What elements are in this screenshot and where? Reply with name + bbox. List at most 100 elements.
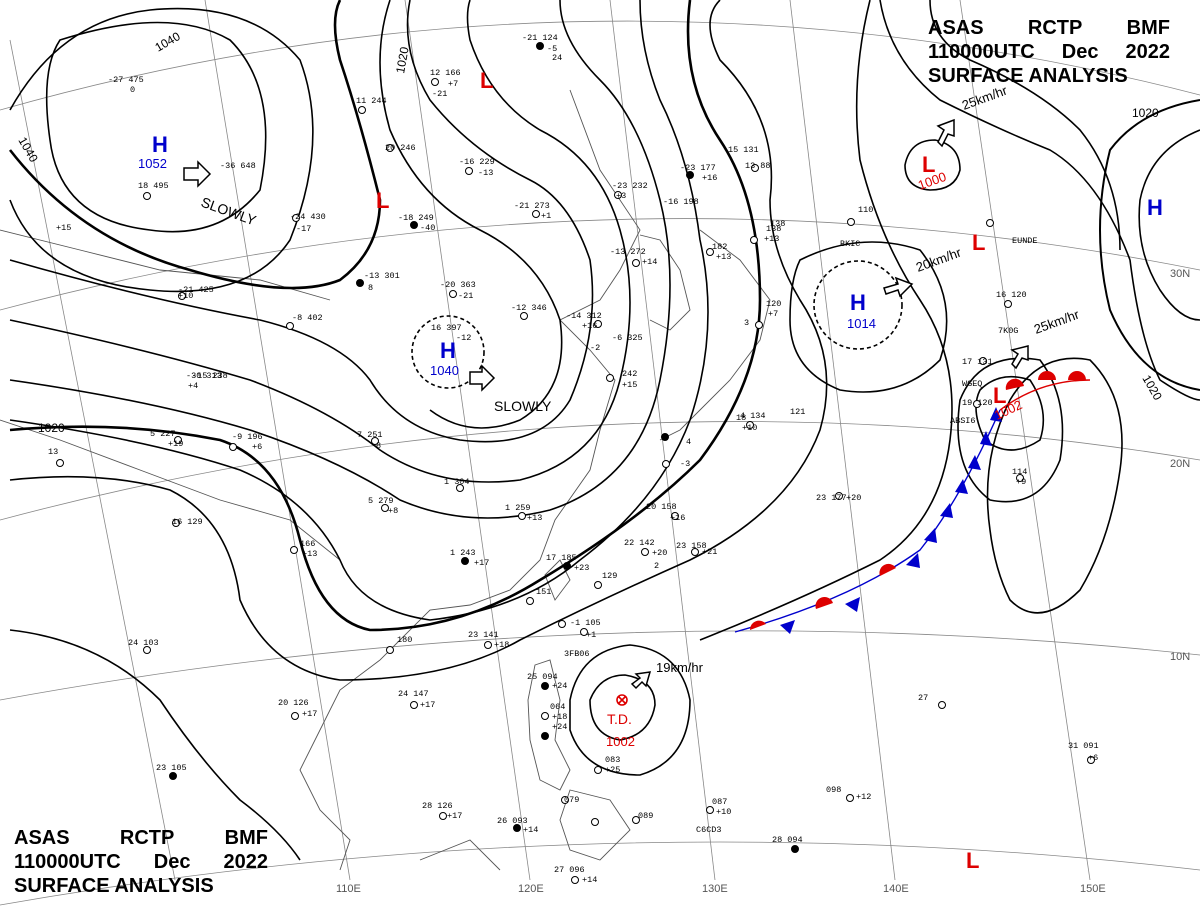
high-symbol: H [440, 338, 456, 363]
station-marker [292, 713, 299, 720]
station-marker [291, 547, 298, 554]
station-marker [542, 713, 549, 720]
station-text: 182 [712, 242, 727, 252]
station-text: -13 [478, 168, 493, 178]
station-text: +9 [1016, 477, 1026, 487]
station-text: 138 [770, 219, 785, 229]
station-text: -14 312 [566, 311, 602, 321]
station-text: -1 105 [570, 618, 601, 628]
station-text: +16 [582, 321, 597, 331]
station-text: 23 177 [816, 493, 847, 503]
station-text: 13 [48, 447, 58, 457]
header-center-1: ASAS [14, 826, 70, 850]
station-text: 16 129 [172, 517, 203, 527]
station-text: 098 [826, 785, 841, 795]
station-text: 5 227 [150, 429, 176, 439]
lon-label: 130E [702, 883, 728, 895]
station-text: -18 249 [398, 213, 434, 223]
station-marker [57, 460, 64, 467]
header-bottom-left: ASAS RCTP BMF 110000UTC Dec 2022 SURFACE… [14, 826, 268, 898]
station-text: -21 [432, 89, 447, 99]
station-text: -36 648 [220, 161, 256, 171]
station-marker [170, 773, 177, 780]
header-center-2: RCTP [1028, 16, 1082, 40]
low-symbol: L [966, 848, 979, 873]
station-text: 20 126 [278, 698, 309, 708]
station-text: +3 [616, 191, 626, 201]
station-text: -16 198 [663, 197, 699, 207]
station-marker [848, 219, 855, 226]
station-marker [466, 168, 473, 175]
station-text: 24 147 [398, 689, 429, 699]
station-marker [756, 322, 763, 329]
station-text: +16 [670, 513, 685, 523]
station-text: 20 158 [646, 502, 677, 512]
station-text: 28 126 [422, 801, 453, 811]
station-text: 28 094 [772, 835, 803, 845]
station-marker [432, 79, 439, 86]
station-text: -2 [590, 343, 600, 353]
header-time: 110000UTC [928, 40, 1035, 64]
header-year: 2022 [223, 850, 268, 874]
station-text: +13 [527, 513, 542, 523]
station-marker [230, 444, 237, 451]
station-text: -27 475 [108, 75, 144, 85]
station-text: +10 [742, 423, 757, 433]
station-text: 180 [397, 635, 412, 645]
station-text: +14 [642, 257, 657, 267]
station-marker [572, 877, 579, 884]
station-marker [440, 813, 447, 820]
station-text: +1 [586, 630, 596, 640]
station-text: 121 [790, 407, 805, 417]
station-text: +13 [764, 234, 779, 244]
station-text: -3 [680, 459, 690, 469]
station-text: +19 [168, 439, 183, 449]
station-text: 1 259 [505, 503, 531, 513]
station-text: 13 88 [745, 161, 771, 171]
station-marker [633, 260, 640, 267]
station-text: +24 [552, 681, 567, 691]
station-text: C6CD3 [696, 825, 722, 835]
station-text: +18 [494, 640, 509, 650]
station-marker [527, 598, 534, 605]
header-center-2: RCTP [120, 826, 174, 850]
station-text: -30 313 [186, 371, 222, 381]
station-text: -9 196 [232, 432, 263, 442]
header-center-3: BMF [1127, 16, 1170, 40]
station-text: 114 [1012, 467, 1027, 477]
station-text: WGEQ [962, 379, 982, 389]
low-symbol: L [972, 230, 985, 255]
station-text: +13 [716, 252, 731, 262]
high-symbol: H [1147, 195, 1163, 220]
station-text: 7 251 [357, 430, 383, 440]
td-label: T.D. [607, 711, 632, 727]
station-marker [792, 846, 799, 853]
lat-label: 20N [1170, 458, 1190, 470]
station-text: 8 [368, 283, 373, 293]
station-text: 1 304 [444, 477, 470, 487]
station-marker [592, 819, 599, 826]
station-text: -6 325 [612, 333, 643, 343]
station-marker [144, 193, 151, 200]
lon-label: 140E [883, 883, 909, 895]
station-text: +14 [523, 825, 538, 835]
low-symbol: L [376, 188, 389, 213]
station-text: +13 [302, 549, 317, 559]
station-text: -24 430 [290, 212, 326, 222]
station-text: +16 [702, 173, 717, 183]
station-marker [607, 375, 614, 382]
station-text: 4 [686, 437, 691, 447]
station-text: 11 244 [356, 96, 387, 106]
station-text: 064 [550, 702, 565, 712]
high-symbol: H [152, 132, 168, 157]
header-time: 110000UTC [14, 850, 121, 874]
station-text: +14 [582, 875, 597, 885]
station-text: +17 [474, 558, 489, 568]
station-marker [564, 563, 571, 570]
station-text: 18 495 [138, 181, 169, 191]
station-text: +17 [447, 811, 462, 821]
station-text: 20 246 [385, 143, 416, 153]
station-text: -20 363 [440, 280, 476, 290]
lat-label: 10N [1170, 651, 1190, 663]
